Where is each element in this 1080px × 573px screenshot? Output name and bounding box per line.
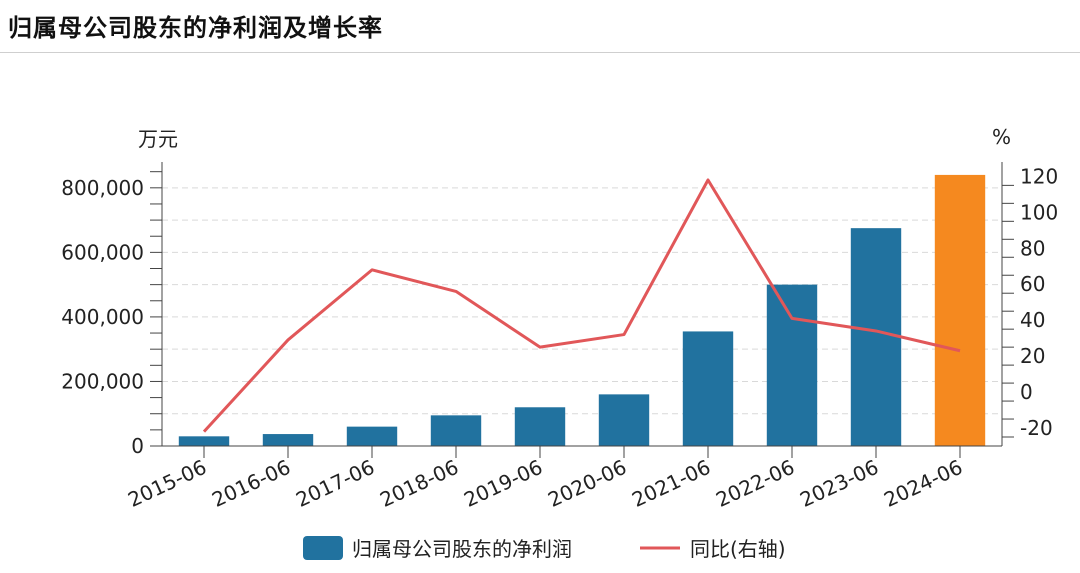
x-tick-label: 2020-06	[544, 455, 630, 512]
bar	[262, 434, 314, 446]
bar	[178, 436, 230, 446]
x-tick-label: 2024-06	[880, 455, 966, 512]
bar	[766, 284, 818, 446]
right-tick-label: 40	[1020, 308, 1045, 332]
bar	[430, 415, 482, 446]
left-tick-label: 400,000	[61, 305, 144, 329]
x-tick-label: 2021-06	[628, 455, 714, 512]
bar	[598, 394, 650, 446]
right-tick-label: 0	[1020, 380, 1033, 404]
right-tick-label: 100	[1020, 200, 1058, 224]
left-tick-label: 200,000	[61, 369, 144, 393]
left-tick-label: 600,000	[61, 240, 144, 264]
left-tick-label: 800,000	[61, 176, 144, 200]
bar	[934, 174, 986, 446]
x-tick-label: 2019-06	[460, 455, 546, 512]
line-series	[202, 178, 961, 433]
legend: 归属母公司股东的净利润 同比(右轴)	[303, 536, 786, 561]
x-tick-label: 2016-06	[208, 455, 294, 512]
bar	[850, 228, 902, 446]
growth-line	[202, 178, 961, 433]
title-divider	[0, 52, 1080, 53]
chart-title: 归属母公司股东的净利润及增长率	[8, 14, 383, 42]
right-tick-label: 20	[1020, 344, 1045, 368]
legend-bar-swatch	[303, 536, 343, 560]
left-tick-label: 0	[131, 434, 144, 458]
x-tick-label: 2015-06	[124, 455, 210, 512]
legend-bar-label: 归属母公司股东的净利润	[352, 537, 572, 561]
right-tick-label: -20	[1020, 416, 1053, 440]
right-tick-label: 60	[1020, 272, 1045, 296]
axes: 0 200,000 400,000 600,000 800,000 -20 0 20 40 60 8…	[61, 162, 1058, 512]
right-tick-label: 120	[1020, 164, 1058, 188]
right-tick-label: 80	[1020, 236, 1045, 260]
right-axis-unit: %	[992, 125, 1011, 149]
bar	[346, 426, 398, 446]
legend-line-label: 同比(右轴)	[690, 537, 786, 561]
x-tick-label: 2022-06	[712, 455, 798, 512]
x-tick-label: 2017-06	[292, 455, 378, 512]
bar-series	[178, 174, 986, 446]
x-tick-label: 2018-06	[376, 455, 462, 512]
bar	[682, 331, 734, 446]
left-axis-unit: 万元	[138, 127, 178, 151]
x-tick-label: 2023-06	[796, 455, 882, 512]
bar	[514, 407, 566, 446]
